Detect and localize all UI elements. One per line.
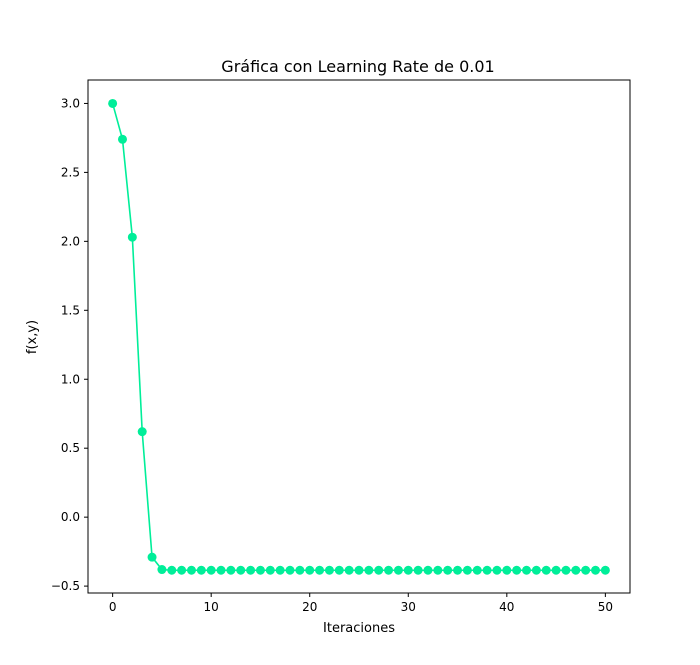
x-tick-label: 30	[401, 600, 416, 614]
data-point	[591, 565, 601, 575]
data-point	[177, 565, 187, 575]
data-point	[433, 565, 443, 575]
x-tick-label: 50	[598, 600, 613, 614]
y-tick-label: 1.5	[61, 303, 80, 317]
data-point	[561, 565, 571, 575]
data-point	[344, 565, 354, 575]
data-point	[315, 565, 325, 575]
series-line	[111, 103, 606, 572]
plot-frame	[87, 79, 631, 594]
data-point	[255, 565, 265, 575]
data-point	[216, 565, 226, 575]
y-tick-label: 3.0	[61, 96, 80, 110]
data-point	[571, 565, 581, 575]
x-tick-label: 10	[204, 600, 219, 614]
data-point	[196, 565, 206, 575]
data-point	[127, 232, 137, 242]
data-point	[453, 565, 463, 575]
data-point	[384, 565, 394, 575]
data-point	[364, 565, 374, 575]
x-axis-label: Iteraciones	[323, 621, 395, 636]
y-axis: −0.5 0.0 0.5 1.0 1.5 2.0 2.5 3.0	[51, 96, 88, 593]
data-point	[393, 565, 403, 575]
data-point	[581, 565, 591, 575]
data-point	[522, 565, 532, 575]
data-point	[285, 565, 295, 575]
x-tick-label: 0	[109, 600, 117, 614]
data-point	[275, 565, 285, 575]
data-series	[108, 98, 610, 575]
data-point	[265, 565, 275, 575]
data-point	[413, 565, 423, 575]
data-point	[137, 427, 147, 437]
data-point	[147, 552, 157, 562]
data-point	[117, 134, 127, 144]
y-tick-label: 0.0	[61, 510, 80, 524]
data-point	[226, 565, 236, 575]
data-point	[236, 565, 246, 575]
y-tick-label: 2.0	[61, 234, 80, 248]
data-point	[108, 98, 118, 108]
data-point	[482, 565, 492, 575]
data-point	[551, 565, 561, 575]
data-point	[541, 565, 551, 575]
data-point	[531, 565, 541, 575]
data-point	[462, 565, 472, 575]
data-point	[502, 565, 512, 575]
y-tick-label: 0.5	[61, 441, 80, 455]
data-point	[492, 565, 502, 575]
data-point	[324, 565, 334, 575]
data-point	[334, 565, 344, 575]
x-axis: 0 10 20 30 40 50	[109, 593, 613, 614]
data-point	[374, 565, 384, 575]
data-point	[423, 565, 433, 575]
y-tick-label: 1.0	[61, 372, 80, 386]
data-point	[167, 565, 177, 575]
data-point	[443, 565, 453, 575]
data-point	[206, 565, 216, 575]
data-point	[186, 565, 196, 575]
y-tick-label: 2.5	[61, 165, 80, 179]
data-point	[295, 565, 305, 575]
y-tick-label: −0.5	[51, 579, 80, 593]
data-point	[305, 565, 315, 575]
x-tick-label: 20	[302, 600, 317, 614]
data-point	[600, 565, 610, 575]
data-point	[354, 565, 364, 575]
chart-title: Gráfica con Learning Rate de 0.01	[221, 57, 494, 76]
data-point	[472, 565, 482, 575]
data-point	[512, 565, 522, 575]
y-axis-label: f(x,y)	[25, 320, 40, 354]
data-point	[403, 565, 413, 575]
x-tick-label: 40	[499, 600, 514, 614]
data-point	[157, 565, 167, 575]
data-point	[246, 565, 256, 575]
